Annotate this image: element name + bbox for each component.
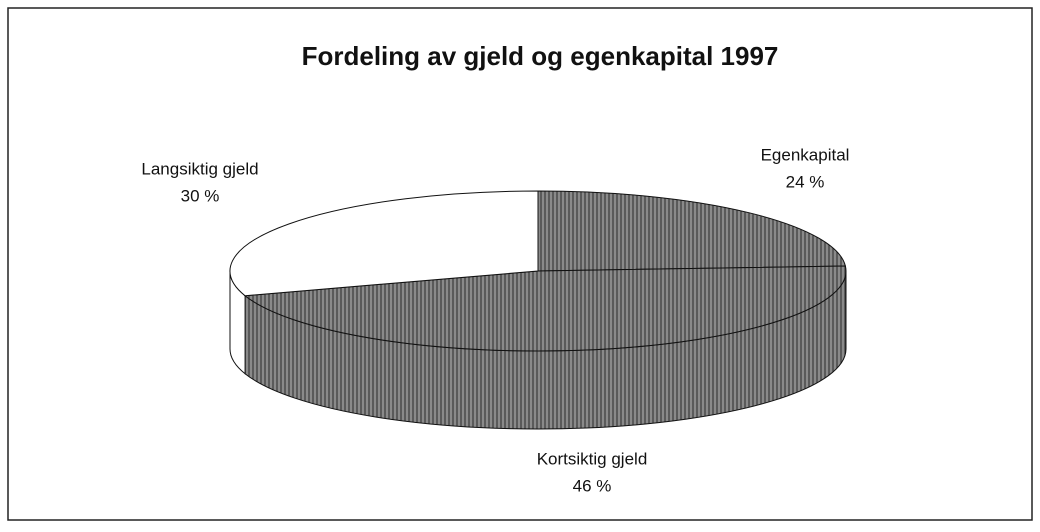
chart-title: Fordeling av gjeld og egenkapital 1997 [302, 41, 779, 71]
slice-value-label: 46 % [573, 476, 612, 495]
slice-value-label: 24 % [786, 172, 825, 191]
slice-label: Kortsiktig gjeld [537, 449, 648, 468]
slice-label: Langsiktig gjeld [141, 159, 258, 178]
slice-label: Egenkapital [761, 145, 850, 164]
slice [229, 190, 539, 297]
slice [243, 265, 847, 352]
slice-value-label: 30 % [181, 186, 220, 205]
slice [537, 190, 847, 272]
